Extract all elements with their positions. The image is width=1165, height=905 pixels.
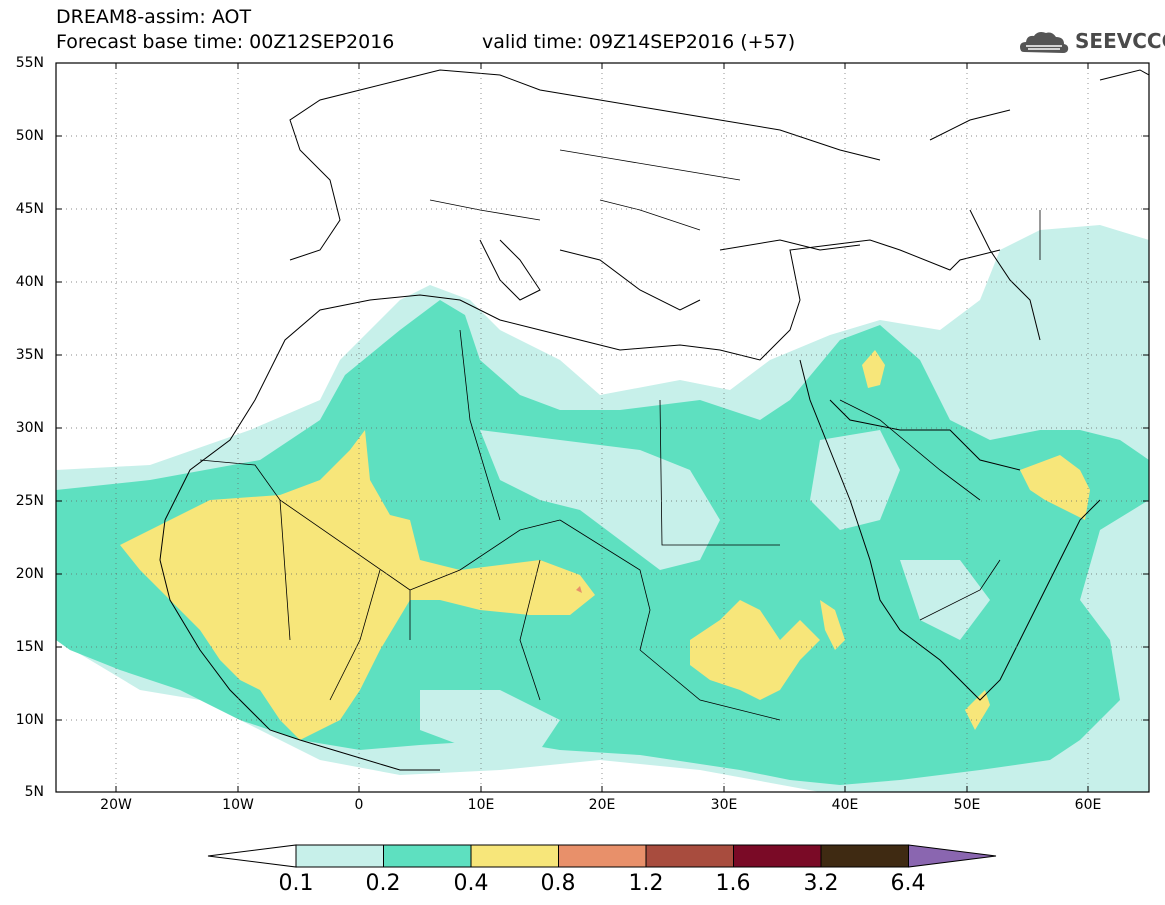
- colorbar-swatch: [383, 844, 472, 868]
- colorbar-label: 0.2: [365, 871, 401, 896]
- colorbar-label: 1.6: [715, 871, 751, 896]
- aot-band-0.4-sudan: [690, 600, 820, 700]
- aot-band-0.4-redsea: [820, 600, 845, 650]
- lon-label: 40E: [831, 797, 859, 813]
- lat-label: 5N: [24, 784, 44, 800]
- lat-label: 15N: [15, 639, 44, 655]
- forecast-base-time: Forecast base time: 00Z12SEP2016: [56, 31, 395, 53]
- lon-label: 20E: [588, 797, 616, 813]
- logo-text: SEEVCCC: [1075, 29, 1165, 53]
- colorbar-label: 6.4: [890, 871, 926, 896]
- colorbar-swatch: [295, 844, 384, 868]
- title-line1: DREAM8-assim: AOT: [56, 6, 252, 28]
- graticule: [56, 63, 1149, 792]
- aot-patch-light: [420, 690, 560, 750]
- colorbar-swatch: [470, 844, 559, 868]
- lat-label: 10N: [15, 712, 44, 728]
- lat-label: 30N: [15, 420, 44, 436]
- lon-label: 50E: [953, 797, 981, 813]
- lat-label: 50N: [15, 128, 44, 144]
- colorbar-swatch: [820, 844, 909, 868]
- lon-label: 10E: [467, 797, 495, 813]
- aot-patch-light: [480, 430, 720, 570]
- lon-label: 60E: [1074, 797, 1102, 813]
- aot-band-0.8: [576, 586, 582, 593]
- lon-label: 30E: [710, 797, 738, 813]
- colorbar-label: 0.4: [453, 871, 489, 896]
- lat-label: 40N: [15, 274, 44, 290]
- lat-label: 20N: [15, 566, 44, 582]
- lat-label: 35N: [15, 347, 44, 363]
- aot-band-0.4-oman: [1020, 455, 1090, 520]
- lat-label: 45N: [15, 201, 44, 217]
- colorbar-label: 0.1: [278, 871, 314, 896]
- colorbar: [207, 844, 997, 868]
- aot-band-0.4-iraq: [862, 350, 885, 388]
- lon-label: 10W: [222, 797, 254, 813]
- country-borders: [199, 149, 1041, 721]
- aot-band-0.4-west: [120, 430, 595, 740]
- seevccc-cloud-logo-icon: [1020, 32, 1069, 53]
- colorbar-swatch: [733, 844, 822, 868]
- colorbar-label: 3.2: [803, 871, 839, 896]
- colorbar-swatch: [558, 844, 647, 868]
- coastlines: [159, 69, 1149, 771]
- lat-label: 55N: [15, 55, 44, 71]
- colorbar-over-arrow: [908, 844, 997, 868]
- aot-patch-light: [900, 560, 990, 640]
- valid-time: valid time: 09Z14SEP2016 (+57): [482, 31, 796, 53]
- lon-label: 0: [354, 797, 364, 813]
- colorbar-label: 0.8: [540, 871, 576, 896]
- lat-label: 25N: [15, 493, 44, 509]
- lon-label: 20W: [100, 797, 132, 813]
- colorbar-label: 1.2: [628, 871, 664, 896]
- colorbar-under-arrow: [207, 844, 297, 868]
- colorbar-swatch: [645, 844, 734, 868]
- axis-ticks: [56, 62, 1149, 792]
- aot-field: [56, 225, 1149, 792]
